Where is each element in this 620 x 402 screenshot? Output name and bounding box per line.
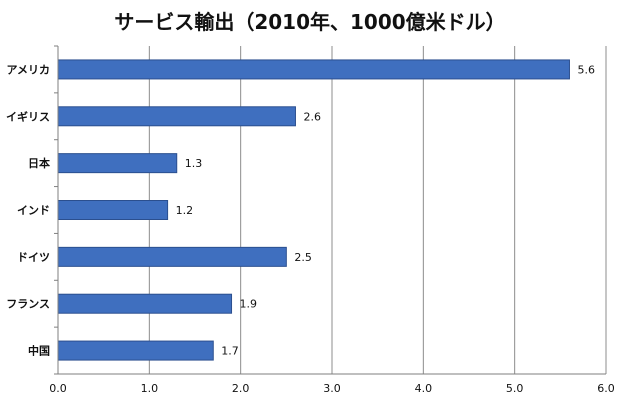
bar bbox=[57, 246, 287, 267]
bar bbox=[57, 293, 233, 314]
bar bbox=[57, 153, 178, 174]
data-label: 1.9 bbox=[240, 298, 257, 311]
bars bbox=[57, 59, 570, 361]
data-label: 1.2 bbox=[176, 204, 194, 217]
category-label: 中国 bbox=[28, 344, 50, 358]
bar bbox=[57, 59, 570, 80]
x-tick-label: 0.0 bbox=[49, 382, 67, 395]
bar bbox=[57, 106, 296, 127]
category-label: ドイツ bbox=[17, 251, 50, 264]
data-label: 5.6 bbox=[577, 63, 595, 76]
category-label: 日本 bbox=[28, 156, 50, 170]
data-label: 2.5 bbox=[294, 251, 312, 264]
chart-title: サービス輸出（2010年、1000億米ドル） bbox=[114, 10, 506, 34]
category-label: イギリス bbox=[6, 109, 50, 123]
x-tick-label: 5.0 bbox=[506, 382, 524, 395]
axes bbox=[54, 45, 606, 375]
x-tick-label: 2.0 bbox=[232, 382, 250, 395]
x-tick-label: 6.0 bbox=[597, 382, 615, 395]
data-label: 1.7 bbox=[221, 345, 239, 358]
x-tick-label: 3.0 bbox=[323, 382, 341, 395]
grid-lines bbox=[148, 46, 607, 374]
data-label: 1.3 bbox=[185, 157, 203, 170]
x-tick-label: 4.0 bbox=[415, 382, 433, 395]
bar bbox=[57, 200, 169, 220]
data-label: 2.6 bbox=[303, 110, 321, 123]
category-label: インド bbox=[17, 204, 50, 217]
bar bbox=[57, 340, 214, 361]
category-label: フランス bbox=[6, 298, 50, 311]
x-tick-label: 1.0 bbox=[141, 382, 159, 395]
labels: 0.0 1.0 2.0 3.0 4.0 5.0 6.0 アメリカ 5.6 イギリス 2.6 日本 1.3… bbox=[6, 63, 615, 395]
category-label: アメリカ bbox=[7, 63, 50, 76]
